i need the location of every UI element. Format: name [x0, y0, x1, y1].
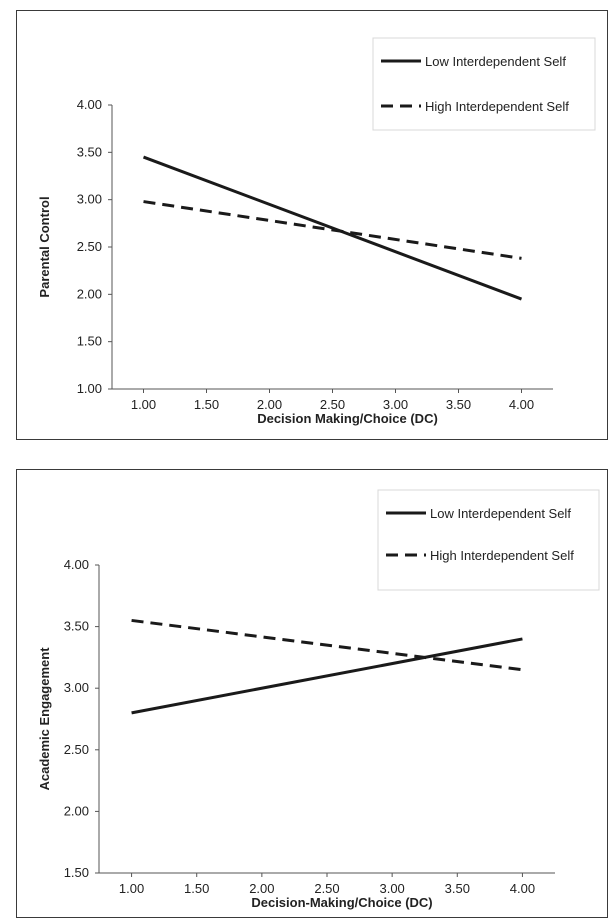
x-tick-label: 3.50: [446, 397, 471, 412]
y-tick-label: 3.50: [77, 144, 102, 159]
legend-label-low: Low Interdependent Self: [425, 54, 566, 69]
legend-box: [372, 37, 596, 131]
x-axis-title: Decision Making/Choice (DC): [257, 411, 438, 426]
series-line-high-interdependent-self: [131, 618, 523, 672]
y-tick-label: 3.50: [64, 619, 89, 634]
y-tick-label: 2.50: [77, 239, 102, 254]
legend-label-high: High Interdependent Self: [430, 548, 574, 563]
x-tick-label: 3.00: [383, 397, 408, 412]
chart-parental-control: 1.00 1.50 2.00 2.50 3.00 3.50 4.00 1.00 1.50 2.00…: [37, 37, 596, 426]
x-tick-label: 3.00: [379, 881, 404, 896]
x-tick-label: 2.50: [320, 397, 345, 412]
series-line-high-interdependent-self: [143, 200, 522, 260]
x-tick-label: 4.00: [510, 881, 535, 896]
legend-box: [377, 489, 600, 591]
legend-label-high: High Interdependent Self: [425, 99, 569, 114]
x-tick-label: 1.00: [119, 881, 144, 896]
y-tick-label: 4.00: [77, 97, 102, 112]
y-tick-label: 4.00: [64, 557, 89, 572]
y-tick-label: 1.50: [77, 334, 102, 349]
chart-panel-academic-engagement: 1.50 2.00 2.50 3.00 3.50 4.00 1.00 1.50 2.00 2.50…: [16, 469, 608, 918]
y-tick-label: 3.00: [77, 192, 102, 207]
x-tick-label: 3.50: [445, 881, 470, 896]
y-tick-label: 2.00: [64, 803, 89, 818]
y-axis-title: Academic Engagement: [37, 647, 52, 791]
y-tick-label: 1.00: [77, 381, 102, 396]
chart-panel-parental-control: 1.00 1.50 2.00 2.50 3.00 3.50 4.00 1.00 1.50 2.00…: [16, 10, 608, 440]
x-tick-label: 1.00: [131, 397, 156, 412]
x-tick-label: 2.50: [314, 881, 339, 896]
x-axis-title: Decision-Making/Choice (DC): [251, 895, 432, 910]
legend-label-low: Low Interdependent Self: [430, 506, 571, 521]
x-tick-label: 2.00: [249, 881, 274, 896]
x-tick-label: 2.00: [257, 397, 282, 412]
series-line-low-interdependent-self: [131, 637, 523, 715]
y-tick-label: 1.50: [64, 865, 89, 880]
series-line-low-interdependent-self: [142, 155, 523, 301]
y-axis-title: Parental Control: [37, 196, 52, 297]
x-tick-label: 4.00: [509, 397, 534, 412]
y-tick-label: 2.00: [77, 286, 102, 301]
y-tick-label: 3.00: [64, 680, 89, 695]
y-tick-label: 2.50: [64, 742, 89, 757]
x-tick-label: 1.50: [194, 397, 219, 412]
chart-academic-engagement: 1.50 2.00 2.50 3.00 3.50 4.00 1.00 1.50 2.00 2.50…: [37, 489, 600, 910]
x-tick-label: 1.50: [184, 881, 209, 896]
